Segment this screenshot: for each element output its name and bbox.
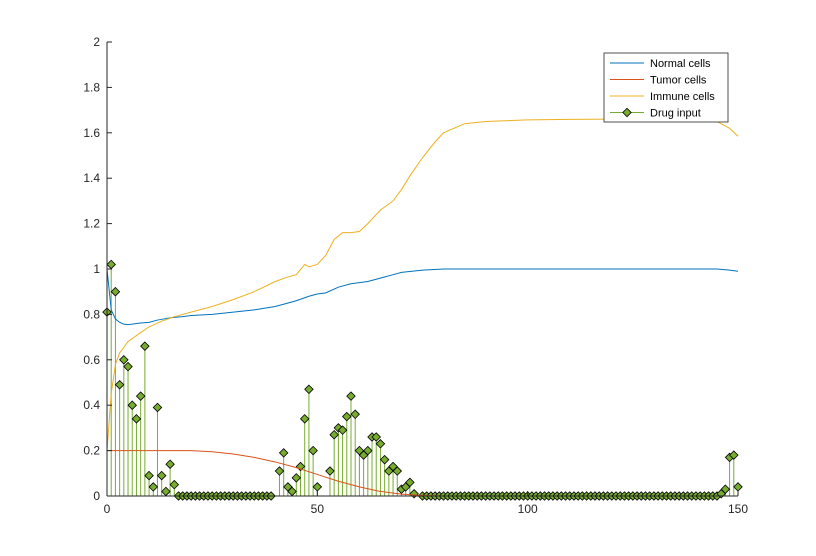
legend-marker-drug-input — [622, 107, 632, 118]
legend-label-tumor-cells: Tumor cells — [650, 75, 707, 87]
y-tick-label: 0.4 — [83, 398, 100, 412]
drug-input-marker — [299, 414, 310, 424]
drug-input-marker — [375, 439, 386, 449]
drug-input-marker — [110, 286, 121, 297]
series-layer — [102, 118, 743, 501]
drug-input-marker — [152, 402, 163, 413]
legend-entry-tumor-cells: Tumor cells — [610, 75, 707, 87]
drug-input-marker — [165, 459, 175, 469]
drug-input-marker — [342, 411, 352, 422]
drug-input-marker — [304, 384, 314, 395]
drug-input-marker — [169, 479, 180, 490]
drug-input-marker — [131, 414, 142, 424]
legend-label-normal-cells: Normal cells — [650, 58, 711, 70]
y-tick-label: 1.2 — [83, 217, 100, 231]
drug-input-marker — [278, 448, 289, 458]
y-tick-label: 1 — [93, 262, 100, 276]
legend-label-drug-input: Drug input — [650, 108, 701, 120]
y-tick-label: 1.6 — [83, 126, 100, 140]
drug-input-marker — [405, 477, 415, 488]
drug-input-marker — [337, 425, 348, 435]
drug-input-marker — [308, 445, 318, 456]
y-tick-label: 1.4 — [83, 171, 100, 185]
drug-input-marker — [114, 380, 125, 390]
legend-entry-immune-cells: Immune cells — [610, 91, 715, 103]
y-tick-label: 0.8 — [83, 307, 100, 321]
drug-input-marker — [329, 429, 339, 440]
y-tick-label: 0 — [93, 489, 100, 503]
drug-input-marker — [346, 391, 356, 401]
x-tick-label: 150 — [728, 502, 748, 516]
legend-entry-drug-input: Drug input — [610, 108, 701, 120]
x-tick-label: 0 — [104, 502, 111, 516]
x-tick-label: 50 — [311, 502, 325, 516]
y-tick-label: 1.8 — [83, 80, 100, 94]
drug-input-marker — [119, 355, 129, 365]
legend-label-immune-cells: Immune cells — [650, 91, 715, 103]
drug-input-marker — [371, 432, 381, 442]
drug-input-marker — [148, 482, 159, 492]
drug-input-marker — [123, 361, 133, 372]
drug-input-marker — [140, 341, 150, 351]
x-tick-label: 100 — [518, 502, 538, 516]
y-tick-label: 0.2 — [83, 444, 100, 458]
legend-entry-normal-cells: Normal cells — [610, 58, 711, 70]
drug-input-marker — [156, 470, 167, 481]
drug-input-marker — [350, 409, 360, 420]
drug-input-marker — [720, 484, 731, 494]
y-tick-label: 0.6 — [83, 353, 100, 367]
legend: Normal cells Tumor cells Immune cells Drug … — [603, 52, 729, 123]
drug-input-marker — [274, 466, 285, 476]
drug-input-marker — [127, 400, 138, 410]
drug-input-marker — [392, 466, 403, 476]
drug-input-marker — [379, 454, 390, 465]
drug-input-marker — [144, 470, 154, 481]
axes-layer: 0 0.2 0.4 0.6 0.8 1 1.2 1.4 1.6 1.8 2 0 50 100 150 — [83, 35, 748, 516]
normal-cells-line — [106, 268, 739, 326]
drug-input-marker — [135, 391, 146, 401]
drug-input-marker — [291, 473, 302, 483]
drug-input-marker — [729, 450, 739, 460]
y-tick-label: 2 — [93, 35, 100, 49]
drug-input-marker — [325, 466, 335, 476]
tumor-cells-line — [107, 450, 738, 497]
drug-input-marker — [363, 445, 373, 456]
immune-cells-line — [106, 118, 739, 451]
